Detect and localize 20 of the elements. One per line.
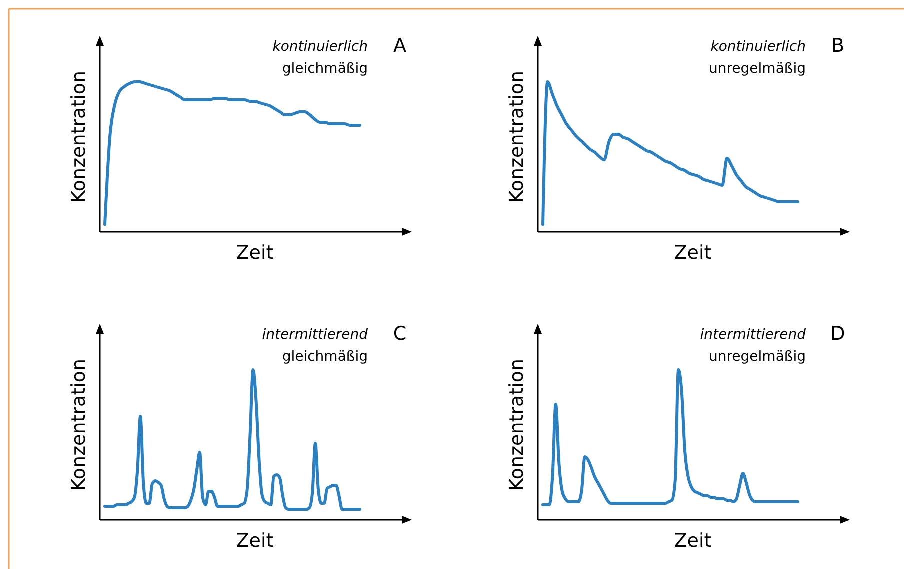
text: unregelmäßig: [708, 349, 806, 365]
text: intermittierend: [700, 327, 806, 343]
text: gleichmäßig: [282, 349, 368, 365]
text: kontinuierlich: [710, 39, 806, 55]
text: gleichmäßig: [282, 61, 368, 77]
text: B: [831, 35, 845, 57]
y-axis-title: Konzentration: [506, 358, 528, 492]
y-axis-title: Konzentration: [506, 70, 528, 204]
text: D: [830, 323, 846, 345]
text: kontinuierlich: [272, 39, 368, 55]
x-axis-title: Zeit: [674, 242, 712, 264]
y-axis-title: Konzentration: [68, 70, 90, 204]
text: C: [393, 323, 407, 345]
x-axis-title: Zeit: [236, 530, 274, 552]
text: intermittierend: [262, 327, 368, 343]
x-axis-title: Zeit: [236, 242, 274, 264]
text: unregelmäßig: [708, 61, 806, 77]
text: A: [394, 35, 406, 57]
y-axis-title: Konzentration: [68, 358, 90, 492]
x-axis-title: Zeit: [674, 530, 712, 552]
